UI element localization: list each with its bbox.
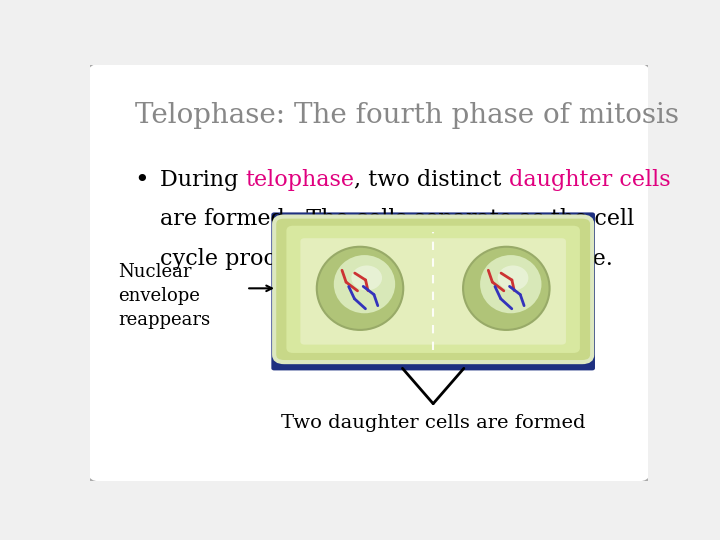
Text: cycle proceeds into the next interphase.: cycle proceeds into the next interphase. xyxy=(160,248,613,270)
Ellipse shape xyxy=(480,255,541,313)
Text: •: • xyxy=(135,168,149,192)
Text: Nuclear
envelope
reappears: Nuclear envelope reappears xyxy=(118,264,210,328)
Text: , two distinct: , two distinct xyxy=(354,168,508,191)
Text: Two daughter cells are formed: Two daughter cells are formed xyxy=(281,414,585,432)
FancyBboxPatch shape xyxy=(87,63,651,483)
Ellipse shape xyxy=(334,255,395,313)
FancyBboxPatch shape xyxy=(274,217,592,362)
Text: During: During xyxy=(160,168,245,191)
Ellipse shape xyxy=(351,266,382,291)
Text: Telophase: The fourth phase of mitosis: Telophase: The fourth phase of mitosis xyxy=(135,102,679,129)
FancyBboxPatch shape xyxy=(300,238,566,345)
FancyBboxPatch shape xyxy=(271,212,595,370)
Ellipse shape xyxy=(463,247,549,330)
Text: telophase: telophase xyxy=(245,168,354,191)
Ellipse shape xyxy=(317,247,403,330)
Text: are formed.  The cells separate as the cell: are formed. The cells separate as the ce… xyxy=(160,208,634,230)
Text: daughter cells: daughter cells xyxy=(508,168,670,191)
FancyBboxPatch shape xyxy=(287,226,580,353)
Ellipse shape xyxy=(498,266,528,291)
